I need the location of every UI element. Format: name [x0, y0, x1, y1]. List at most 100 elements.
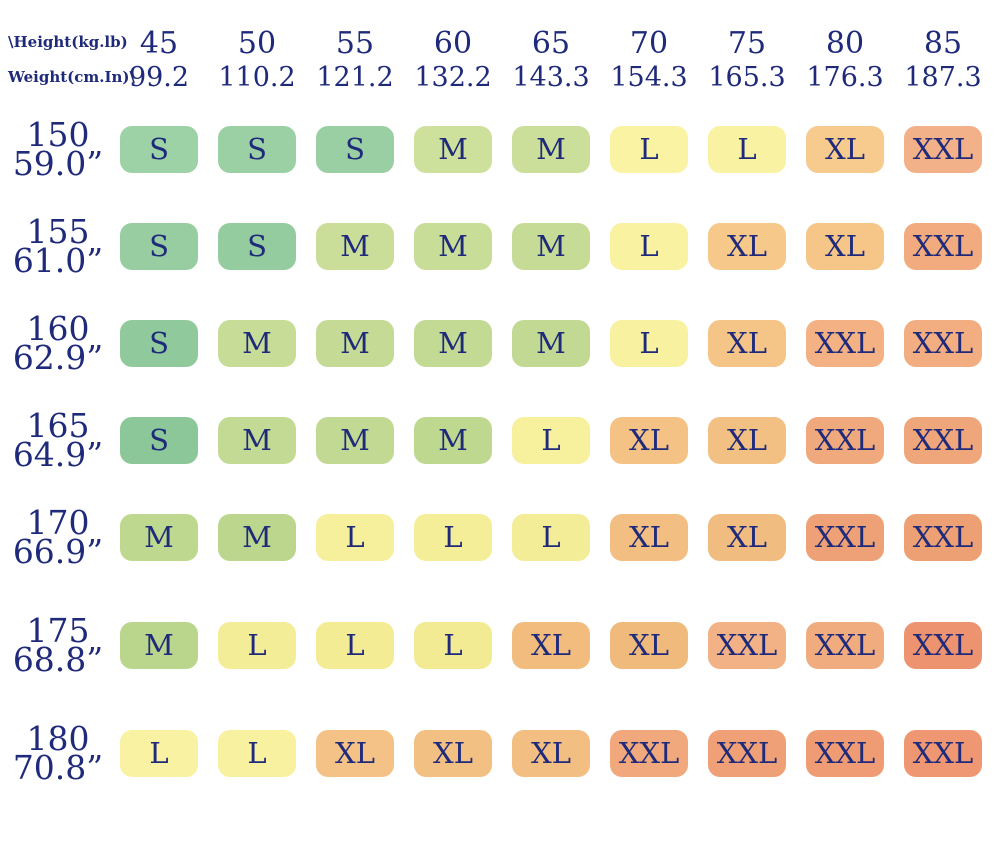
size-cell: L [610, 222, 688, 270]
size-cell: M [120, 513, 198, 561]
size-cell: XL [806, 125, 884, 173]
size-cell: XXL [904, 416, 982, 464]
weight-lb: 143.3 [512, 62, 590, 93]
size-cell: XL [316, 729, 394, 777]
size-cell: S [120, 319, 198, 367]
weight-lb: 121.2 [316, 62, 394, 93]
weight-lb: 154.3 [610, 62, 688, 93]
height-cm: 180 [26, 718, 90, 758]
size-cell: XXL [904, 319, 982, 367]
size-cell: L [414, 621, 492, 669]
size-cell: L [610, 125, 688, 173]
height-cm: 160 [26, 308, 90, 348]
size-cell: XXL [708, 621, 786, 669]
size-cell: L [316, 513, 394, 561]
weight-kg: 65 [531, 26, 571, 61]
height-in: 64.9” [12, 435, 104, 475]
size-cell: XXL [904, 729, 982, 777]
size-cell: L [120, 729, 198, 777]
table-row: 150 59.0” S S S M M L L XL XXL [6, 118, 998, 180]
size-cell: XL [512, 729, 590, 777]
size-cell: XXL [708, 729, 786, 777]
row-label-height: 175 68.8” [6, 610, 110, 680]
column-header-weight: 60 132.2 [404, 26, 502, 94]
size-cell: M [218, 319, 296, 367]
size-cell: XL [512, 621, 590, 669]
size-cell: L [708, 125, 786, 173]
size-cell: M [316, 222, 394, 270]
row-label-height: 155 61.0” [6, 211, 110, 281]
size-cell: M [120, 621, 198, 669]
weight-lb: 187.3 [904, 62, 982, 93]
size-chart-header: \Height(kg.lb) Weight(cm.In)\ 45 99.2 50… [6, 26, 998, 94]
size-cell: L [316, 621, 394, 669]
size-cell: S [218, 125, 296, 173]
weight-kg: 50 [237, 26, 277, 61]
row-label-height: 165 64.9” [6, 409, 110, 475]
table-row: 180 70.8” L L XL XL XL XXL XXL XXL XXL [6, 722, 998, 784]
row-label-height: 150 59.0” [6, 114, 110, 184]
size-cell: M [414, 125, 492, 173]
height-in: 61.0” [12, 241, 104, 281]
weight-lb: 132.2 [414, 62, 492, 93]
size-cell: XL [708, 319, 786, 367]
height-cm: 150 [26, 114, 90, 154]
height-in: 68.8” [12, 640, 104, 680]
size-cell: XXL [610, 729, 688, 777]
column-header-weight: 85 187.3 [894, 26, 992, 94]
size-cell: L [512, 416, 590, 464]
table-row: 160 62.9” S M M M M L XL XXL XXL [6, 312, 998, 374]
height-in: 62.9” [12, 338, 104, 378]
size-cell: XXL [806, 513, 884, 561]
size-cell: M [512, 222, 590, 270]
size-cell: L [512, 513, 590, 561]
height-cm: 175 [26, 610, 90, 650]
column-header-weight: 80 176.3 [796, 26, 894, 94]
size-cell: M [218, 416, 296, 464]
size-cell: XL [610, 621, 688, 669]
column-header-weight: 50 110.2 [208, 26, 306, 94]
size-cell: M [316, 416, 394, 464]
table-row: 170 66.9” M M L L L XL XL XXL XXL [6, 506, 998, 568]
size-cell: M [218, 513, 296, 561]
size-cell: M [512, 125, 590, 173]
size-cell: XXL [904, 125, 982, 173]
size-cell: L [218, 729, 296, 777]
size-cell: S [120, 222, 198, 270]
size-cell: XL [708, 222, 786, 270]
weight-kg: 80 [825, 26, 865, 61]
size-cell: XXL [806, 729, 884, 777]
column-header-weight: 65 143.3 [502, 26, 600, 94]
weight-lb: 165.3 [708, 62, 786, 93]
weight-kg: 70 [629, 26, 669, 61]
weight-kg: 85 [923, 26, 963, 61]
size-cell: XXL [904, 222, 982, 270]
size-cell: XXL [806, 319, 884, 367]
height-in: 59.0” [12, 144, 104, 184]
size-cell: L [414, 513, 492, 561]
weight-lb: 99.2 [128, 62, 190, 93]
size-cell: M [316, 319, 394, 367]
corner-axis-label: \Height(kg.lb) Weight(cm.In)\ [6, 33, 136, 87]
size-cell: S [316, 125, 394, 173]
size-cell: L [610, 319, 688, 367]
height-cm: 155 [26, 211, 90, 251]
row-label-height: 170 66.9” [6, 506, 110, 568]
size-cell: L [218, 621, 296, 669]
weight-kg: 60 [433, 26, 473, 61]
corner-label-line2: Weight(cm.In)\ [8, 68, 136, 87]
table-row: 165 64.9” S M M M L XL XL XXL XXL [6, 409, 998, 471]
size-cell: XL [708, 416, 786, 464]
size-cell: S [120, 125, 198, 173]
column-header-weight: 55 121.2 [306, 26, 404, 94]
size-chart: \Height(kg.lb) Weight(cm.In)\ 45 99.2 50… [6, 26, 998, 784]
corner-label-line1: \Height(kg.lb) [8, 33, 128, 52]
size-cell: M [414, 319, 492, 367]
size-cell: XXL [806, 416, 884, 464]
size-cell: M [414, 222, 492, 270]
weight-kg: 55 [335, 26, 375, 61]
size-cell: S [120, 416, 198, 464]
size-cell: XXL [904, 513, 982, 561]
column-header-weight: 75 165.3 [698, 26, 796, 94]
column-header-weight: 70 154.3 [600, 26, 698, 94]
